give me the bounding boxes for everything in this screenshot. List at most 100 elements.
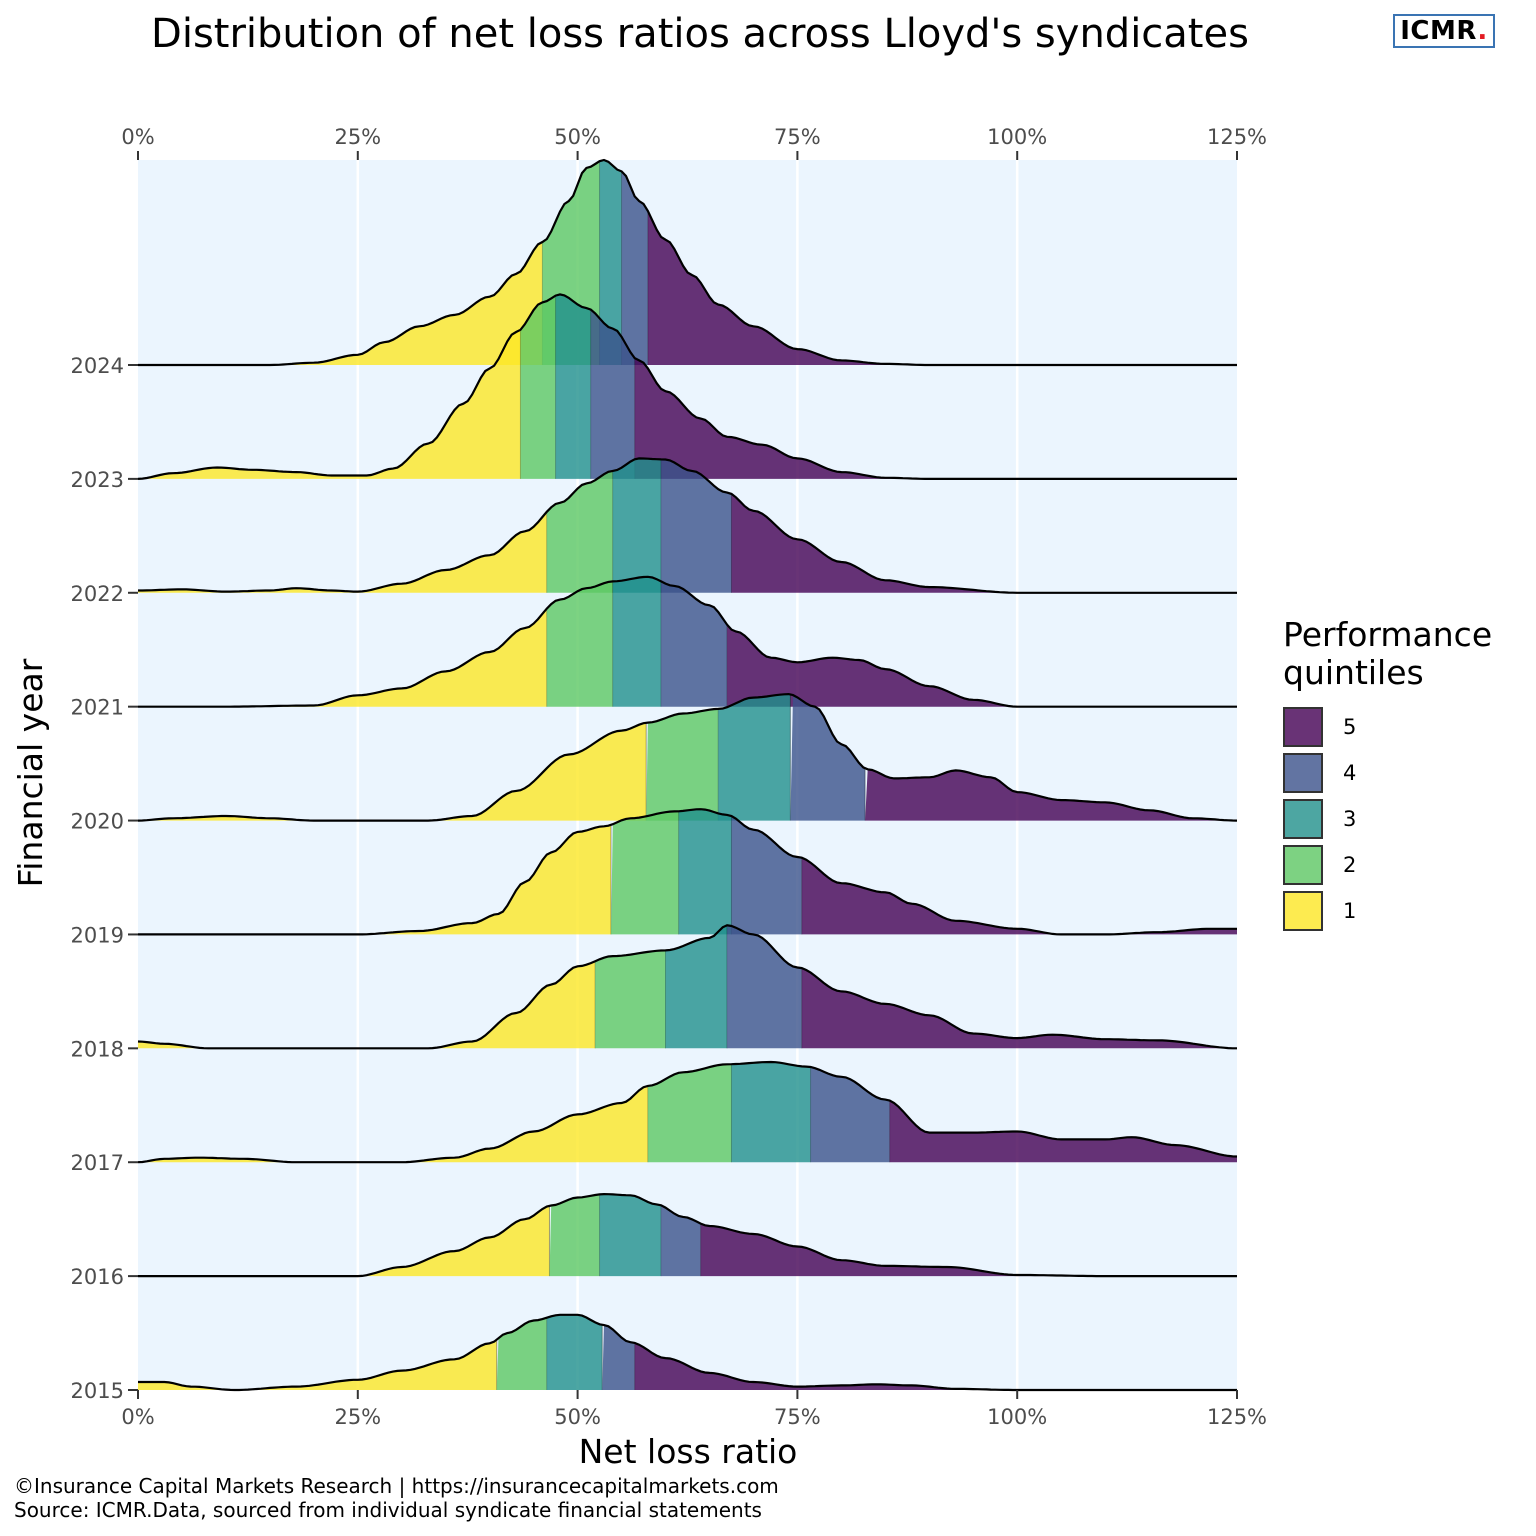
legend-label: 5 xyxy=(1343,715,1357,739)
ridge-2016-quintile-5 xyxy=(700,1223,1237,1277)
legend-item-2: 2 xyxy=(1283,842,1523,888)
ridge-2020-quintile-3 xyxy=(718,694,791,821)
ridge-outline-2018 xyxy=(137,924,1237,1050)
ridge-outline-2021 xyxy=(138,575,1237,708)
ridge-2018-quintile-2 xyxy=(595,950,666,1049)
brand-logo-text: ICMR xyxy=(1400,16,1478,46)
legend-label: 2 xyxy=(1343,853,1357,877)
ridge-2023-quintile-5 xyxy=(634,358,1237,479)
ridge-outline-2017 xyxy=(137,1060,1238,1164)
ridge-2017-quintile-5 xyxy=(889,1100,1237,1163)
ridge-2017 xyxy=(137,1060,1238,1164)
x-tick-label-top: 125% xyxy=(1207,125,1267,149)
chart-title: Distribution of net loss ratios across L… xyxy=(151,11,1249,57)
ridge-2019-quintile-1 xyxy=(138,824,611,935)
brand-logo-dot: . xyxy=(1477,16,1488,46)
caption-line-copyright: ©Insurance Capital Markets Research | ht… xyxy=(14,1474,779,1498)
legend-swatch xyxy=(1283,799,1323,839)
ridge-2023-quintile-1 xyxy=(138,329,521,479)
ridge-2023 xyxy=(137,293,1237,480)
ridge-2022-quintile-3 xyxy=(612,458,662,593)
x-tick-label-top: 0% xyxy=(121,125,154,149)
ridge-2024-quintile-5 xyxy=(647,211,1237,365)
ridge-2023-quintile-2 xyxy=(520,295,556,479)
legend-label: 4 xyxy=(1343,761,1357,785)
ridge-outline-2016 xyxy=(138,1192,1237,1278)
y-tick-label: 2022 xyxy=(71,582,124,606)
legend-swatch xyxy=(1283,753,1323,793)
ridge-2024 xyxy=(138,158,1237,367)
ridge-2024-quintile-1 xyxy=(138,242,543,365)
ridge-2017-quintile-4 xyxy=(810,1067,890,1163)
ridge-2020-quintile-1 xyxy=(138,722,647,821)
legend-swatch xyxy=(1283,891,1323,931)
legend-item-1: 1 xyxy=(1283,888,1523,934)
ridge-2020-quintile-2 xyxy=(646,708,719,821)
ridge-2016 xyxy=(138,1192,1237,1278)
ridge-2017-quintile-2 xyxy=(647,1064,732,1163)
legend-swatch xyxy=(1283,845,1323,885)
y-tick-label: 2017 xyxy=(71,1151,124,1175)
ridges xyxy=(137,158,1238,1392)
ridge-2017-quintile-1 xyxy=(138,1085,648,1163)
ridge-2023-quintile-4 xyxy=(590,309,635,479)
ridge-2019-quintile-5 xyxy=(801,857,1237,935)
x-tick-label-bottom: 75% xyxy=(774,1405,821,1429)
x-tick-label-bottom: 50% xyxy=(554,1405,601,1429)
x-tick-label-bottom: 0% xyxy=(121,1405,154,1429)
ridge-2020-quintile-5 xyxy=(865,769,1237,821)
ridge-2018-quintile-1 xyxy=(138,961,596,1049)
ridge-outline-2019 xyxy=(138,808,1237,936)
axes: 0% 0% 25% 25% 50% 50% 75% 75% 100% 100% 125% 125% 20… xyxy=(71,125,1267,1429)
ridge-2020-quintile-4 xyxy=(790,695,866,821)
ridge-2018-quintile-5 xyxy=(801,968,1237,1049)
ridge-2022-quintile-4 xyxy=(661,459,732,593)
legend-item-4: 4 xyxy=(1283,750,1523,796)
ridge-outline-2022 xyxy=(138,457,1237,594)
ridge-2021-quintile-4 xyxy=(661,581,728,707)
ridge-2019-quintile-4 xyxy=(731,816,802,935)
ridge-2018-quintile-4 xyxy=(727,925,802,1049)
ridge-2022-quintile-2 xyxy=(546,470,613,593)
ridge-2016-quintile-1 xyxy=(138,1205,550,1277)
x-tick-label-top: 50% xyxy=(554,125,601,149)
ridge-outline-2023 xyxy=(137,293,1237,480)
ridge-outline-2020 xyxy=(137,692,1238,822)
ridge-2016-quintile-3 xyxy=(599,1194,662,1277)
ridge-2021-quintile-1 xyxy=(138,608,547,707)
ridge-2019-quintile-2 xyxy=(611,811,679,935)
brand-logo: ICMR. xyxy=(1393,14,1495,48)
x-tick-label-bottom: 100% xyxy=(987,1405,1047,1429)
ridge-2020 xyxy=(137,692,1238,822)
ridge-2015 xyxy=(138,1313,1237,1392)
legend-item-3: 3 xyxy=(1283,796,1523,842)
ridge-2015-quintile-5 xyxy=(634,1342,1237,1390)
y-axis-title: Financial year xyxy=(11,658,50,887)
ridge-2018 xyxy=(137,924,1237,1050)
y-tick-label: 2018 xyxy=(71,1037,124,1061)
legend-label: 1 xyxy=(1343,899,1357,923)
legend-label: 3 xyxy=(1343,807,1357,831)
ridge-2024-quintile-3 xyxy=(599,160,622,365)
legend-swatch xyxy=(1283,707,1323,747)
x-tick-label-bottom: 25% xyxy=(334,1405,381,1429)
legend-title: Performance quintiles xyxy=(1283,615,1493,692)
caption-line-source: Source: ICMR.Data, sourced from individu… xyxy=(14,1498,762,1522)
y-tick-label: 2020 xyxy=(71,810,124,834)
y-tick-label: 2021 xyxy=(71,696,124,720)
x-tick-label-bottom: 125% xyxy=(1207,1405,1267,1429)
ridge-2015-quintile-1 xyxy=(138,1339,497,1390)
ridge-2021-quintile-2 xyxy=(546,581,613,707)
y-tick-label: 2023 xyxy=(71,468,124,492)
ridge-2015-quintile-2 xyxy=(496,1317,547,1390)
ridge-2024-quintile-4 xyxy=(621,171,648,365)
ridge-2019 xyxy=(138,808,1237,936)
legend: Performance quintiles 5 4 3 2 1 xyxy=(1283,616,1523,934)
ridge-2015-quintile-3 xyxy=(546,1314,603,1390)
ridge-2021 xyxy=(138,575,1237,708)
ridge-2019-quintile-3 xyxy=(678,809,732,935)
x-tick-label-top: 75% xyxy=(774,125,821,149)
ridge-outline-2024 xyxy=(138,158,1237,367)
y-tick-label: 2015 xyxy=(71,1379,124,1403)
